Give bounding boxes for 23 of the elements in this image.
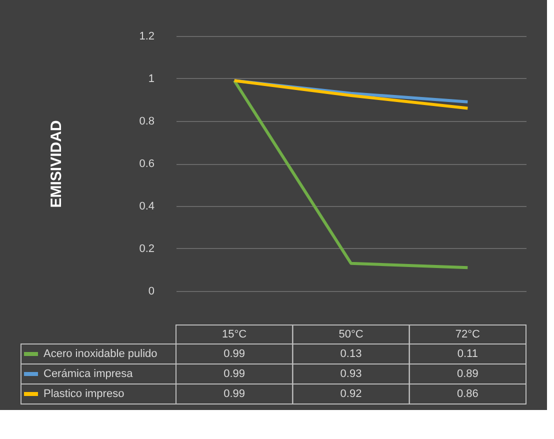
data-label: 0.86 xyxy=(456,388,478,400)
legend-label: Cerámica impresa xyxy=(44,368,134,380)
data-label: 0.11 xyxy=(457,348,478,360)
x-tick-label: 72°C xyxy=(455,328,480,340)
y-axis-title: EMISIVIDAD xyxy=(48,120,66,208)
data-label: 0.93 xyxy=(340,368,362,380)
data-label: 0.13 xyxy=(340,348,362,360)
data-label: 0.99 xyxy=(224,388,246,400)
legend-label: Acero inoxidable pulido xyxy=(44,348,158,360)
y-tick-label: 0.2 xyxy=(139,243,154,255)
data-label: 0.89 xyxy=(456,368,478,380)
y-tick-label: 0.4 xyxy=(139,200,154,212)
y-tick-label: 0 xyxy=(148,286,154,298)
data-label: 0.99 xyxy=(224,368,246,380)
legend-label: Plastico impreso xyxy=(44,388,124,400)
data-label: 0.92 xyxy=(340,388,362,400)
x-tick-label: 15°C xyxy=(222,328,247,340)
x-tick-label: 50°C xyxy=(338,328,364,340)
y-tick-label: 1.2 xyxy=(139,30,154,42)
y-tick-label: 0.8 xyxy=(139,116,154,128)
data-label: 0.99 xyxy=(224,348,246,360)
y-tick-label: 0.6 xyxy=(139,158,154,170)
y-tick-label: 1 xyxy=(148,73,154,85)
